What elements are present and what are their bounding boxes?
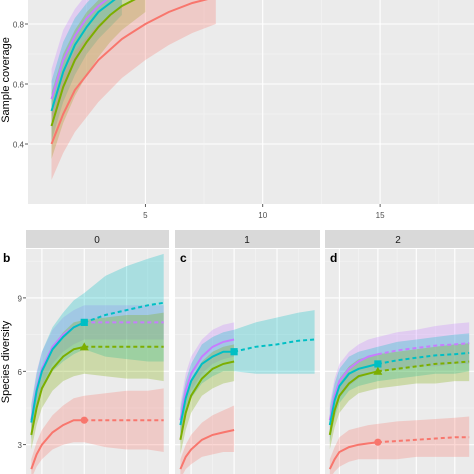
y-tick-label: 0.8 [13,21,25,30]
confidence-ribbon [329,416,470,474]
coverage-x-ticks: 5 10 15 [143,204,385,220]
coverage-y-ticks: 0.4 0.6 0.8 [13,21,28,150]
series-line-solid [179,350,235,426]
confidence-ribbon [180,322,235,438]
facet-b-strip [26,230,169,248]
facet-c-strip-label: 1 [244,235,250,246]
confidence-ribbon [51,0,122,129]
x-tick-label: 10 [258,211,267,220]
facet-d-strip [325,230,474,248]
series-line-solid [179,338,235,421]
reference-point-circle [374,438,382,446]
confidence-ribbon [180,405,235,474]
series-line-solid [328,370,379,436]
confidence-ribbon [31,305,164,438]
series-line-dashed [377,360,470,373]
diversity-y-ticks: 3 6 9 [18,294,26,450]
confidence-ribbon [180,344,235,455]
facet-b-strip-label: 0 [94,235,100,246]
series-line-solid [328,441,379,470]
series-line-solid [328,362,379,426]
series-line-dashed [377,436,470,444]
reference-point-square [230,348,238,356]
series-line-solid [179,429,235,470]
series-line-solid [50,0,136,127]
facet-c-strip [175,230,320,248]
reference-point-triangle [79,342,89,351]
facet-panel-d: 2 d [325,230,474,474]
series-line-dashed [377,342,470,356]
confidence-ribbon [51,0,146,159]
facet-d-series [328,322,470,474]
series-line-solid [50,0,108,100]
y-tick-label: 0.4 [13,141,25,150]
confidence-ribbon [51,0,122,141]
confidence-ribbon [51,0,216,180]
diversity-y-axis-title: Species diversity [0,320,12,403]
reference-point-triangle [373,366,383,375]
series-line-dashed [377,351,470,365]
series-line-solid [328,353,379,421]
panel-tag-d: d [330,251,337,265]
facet-c-series [179,310,315,474]
series-line-solid [179,360,235,440]
reference-point-circle [80,416,88,424]
confidence-ribbon [329,322,470,438]
facet-c-gridlines [175,249,320,474]
confidence-ribbon [31,312,164,450]
coverage-y-axis-title: Sample coverage [0,37,12,123]
y-tick-label: 3 [18,441,23,450]
x-tick-label: 5 [143,211,148,220]
series-line-solid [30,345,85,436]
facet-d-strip-label: 2 [395,235,401,246]
confidence-ribbon [31,388,164,474]
coverage-series [50,0,216,180]
facet-b-gridlines [26,249,169,474]
y-tick-label: 0.6 [13,81,25,90]
facet-panel-c: 1 c [175,230,320,474]
series-line-solid [30,419,85,470]
coverage-panel: 0.4 0.6 0.8 5 10 15 Sample coverage [0,0,474,220]
panel-tag-b: b [3,251,10,265]
coverage-plot-background [28,0,474,204]
confidence-ribbon [31,253,164,440]
series-line-dashed [233,338,315,353]
coverage-gridlines [28,0,474,204]
series-line-dashed [83,301,164,324]
confidence-ribbon [329,343,470,450]
confidence-ribbon [180,310,315,443]
panel-tag-c: c [180,251,187,265]
series-line-solid [50,0,209,145]
facet-b-series [30,253,164,474]
reference-point-square [80,318,88,326]
reference-point-square [374,360,382,368]
series-line-solid [50,0,116,112]
facet-d-plot-background [325,249,474,474]
x-tick-label: 15 [376,211,385,220]
series-line-solid [30,321,85,423]
confidence-ribbon [329,333,470,443]
y-tick-label: 6 [18,368,23,377]
y-tick-label: 9 [18,294,23,303]
facet-panel-b: 0 b [3,230,169,474]
